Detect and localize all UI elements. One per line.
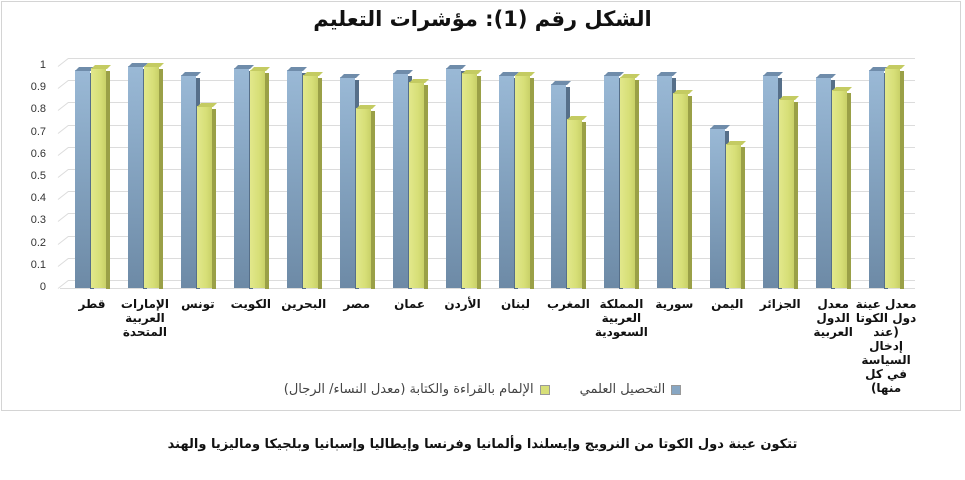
- bar-literacy: [567, 116, 588, 289]
- y-tick-label: 0.7: [30, 125, 46, 138]
- gridline: [68, 80, 915, 82]
- bar-literacy: [779, 96, 800, 289]
- gridline: [68, 191, 915, 193]
- bar-literacy: [302, 71, 323, 289]
- bar-literacy: [620, 74, 641, 289]
- bar-literacy: [249, 67, 270, 289]
- gridline-depth: [57, 102, 69, 112]
- bar-literacy: [408, 78, 429, 289]
- gridline: [68, 235, 915, 237]
- legend-swatch-yellow-icon: [539, 384, 550, 395]
- y-tick-label: 0.4: [30, 192, 46, 205]
- y-tick-label: 0.8: [30, 103, 46, 116]
- bar-literacy: [832, 87, 853, 289]
- bar-education: [127, 63, 148, 289]
- gridline: [68, 169, 915, 170]
- gridline: [68, 213, 915, 215]
- footnote: تتكون عينة دول الكوتا من النرويج وإيسلند…: [167, 437, 798, 452]
- bar-education: [604, 71, 625, 289]
- x-category-label: الكويت: [230, 297, 271, 311]
- x-category-label: تونس: [181, 297, 215, 311]
- bar-education: [498, 71, 519, 289]
- y-tick-label: 0.6: [30, 147, 46, 160]
- y-tick-label: 1: [39, 59, 46, 71]
- bar-literacy: [91, 65, 111, 289]
- x-axis-floor: [60, 288, 915, 289]
- plot-area: 0 0.1 0.2 0.3 0.4 0.5 0.6 0.7 0.8 0.9 1: [30, 58, 915, 293]
- bar-education: [763, 71, 784, 289]
- x-category-label: الجزائر: [759, 297, 801, 311]
- y-tick-label: 0: [39, 281, 46, 293]
- bar-education: [392, 69, 413, 289]
- chart-legend: التحصيل العلمي الإلمام بالقراءة والكتابة…: [0, 382, 965, 397]
- bar-education: [445, 65, 466, 289]
- x-category-label: اليمن: [711, 297, 744, 311]
- gridline: [68, 146, 915, 148]
- legend-item-education: التحصيل العلمي: [580, 382, 682, 397]
- x-category-label: لبنان: [500, 297, 531, 311]
- gridline-depth: [57, 58, 69, 67]
- gridline-depth: [57, 191, 69, 201]
- bar-education: [869, 67, 890, 289]
- bar-education: [233, 65, 254, 289]
- bar-literacy: [355, 105, 376, 289]
- y-tick-label: 0.1: [30, 258, 46, 271]
- chart-title: الشكل رقم (1): مؤشرات التعليم: [313, 7, 652, 31]
- gridline: [68, 58, 915, 59]
- gridline-depth: [57, 235, 69, 245]
- x-category-label: الأردن: [444, 297, 481, 311]
- x-category-label: المملكة العربية السعودية: [594, 297, 648, 339]
- bar-literacy: [514, 71, 535, 289]
- gridline: [68, 102, 915, 104]
- x-category-label: الإمارات العربية المتحدة: [120, 297, 169, 339]
- legend-label-education: التحصيل العلمي: [579, 382, 666, 397]
- bar-education: [75, 67, 95, 289]
- x-category-label: قطر: [78, 297, 106, 311]
- gridline-depth: [57, 257, 69, 267]
- gridline-depth: [57, 80, 69, 90]
- x-category-label: مصر: [343, 297, 371, 311]
- y-tick-label: 0.5: [30, 170, 46, 182]
- legend-swatch-blue-icon: [671, 384, 682, 395]
- bar-education: [657, 71, 678, 289]
- x-category-label: المغرب: [546, 297, 590, 311]
- gridline-depth: [57, 124, 69, 134]
- x-category-label: معدل عينة دول الكوتا (عند إدخال السياسة …: [855, 297, 917, 395]
- bar-education: [286, 67, 307, 289]
- bar-education: [339, 74, 360, 289]
- x-category-label: سورية: [655, 297, 694, 311]
- gridline-depth: [57, 213, 69, 223]
- bar-literacy: [196, 102, 217, 289]
- gridline-depth: [57, 169, 69, 178]
- bar-education: [551, 80, 572, 289]
- x-category-label: عمان: [394, 297, 426, 311]
- legend-item-literacy: الإلمام بالقراءة والكتابة (معدل النساء/ …: [284, 382, 550, 397]
- y-tick-label: 0.9: [30, 81, 46, 94]
- bar-education: [180, 71, 201, 289]
- gridline: [68, 280, 915, 281]
- gridline: [68, 124, 915, 126]
- gridline-depth: [57, 146, 69, 156]
- bar-literacy: [673, 89, 694, 289]
- bar-literacy: [143, 63, 164, 289]
- gridline: [68, 257, 915, 259]
- x-category-label: البحرين: [281, 297, 327, 311]
- bar-education: [816, 74, 837, 289]
- y-tick-label: 0.3: [30, 214, 46, 227]
- x-category-label: معدل الدول العربية: [813, 297, 853, 339]
- bar-literacy: [726, 140, 747, 289]
- y-tick-label: 0.2: [30, 236, 46, 249]
- legend-label-literacy: الإلمام بالقراءة والكتابة (معدل النساء/ …: [283, 382, 534, 397]
- bar-education: [710, 125, 731, 289]
- bar-literacy: [885, 65, 906, 289]
- bar-literacy: [461, 69, 482, 289]
